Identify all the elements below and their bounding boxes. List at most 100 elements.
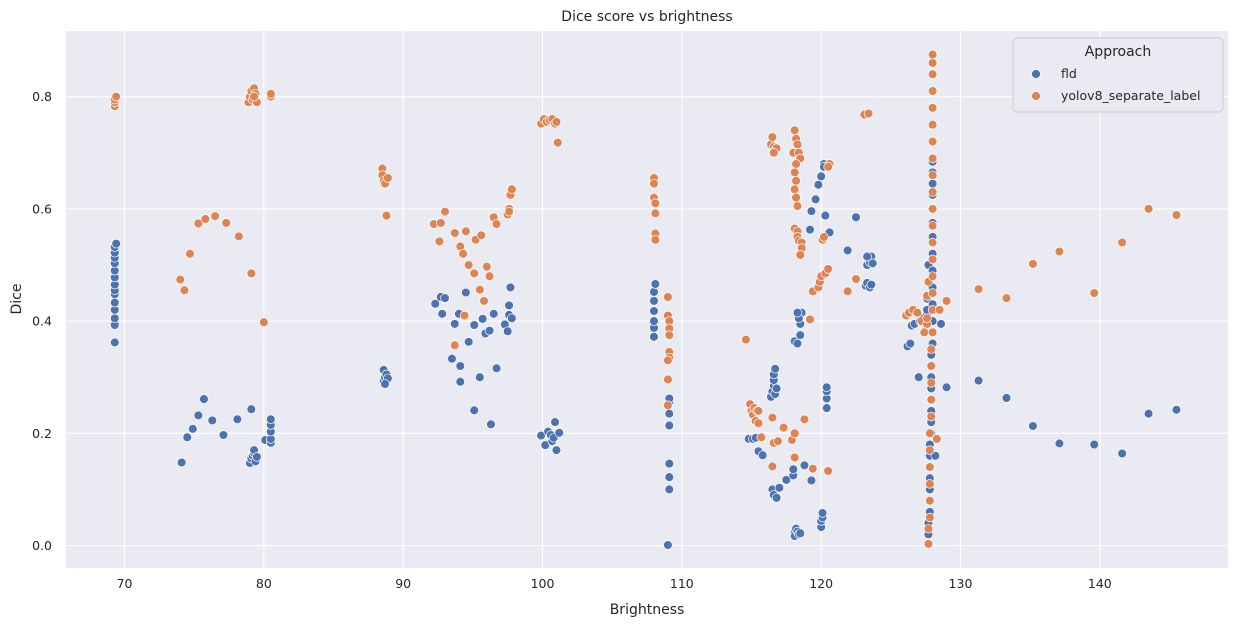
scatter-point bbox=[484, 325, 495, 336]
scatter-point bbox=[663, 374, 673, 385]
scatter-point bbox=[1089, 288, 1099, 298]
legend-box bbox=[1012, 37, 1224, 113]
scatter-point bbox=[383, 173, 393, 183]
legend-entry-yolov8: yolov8_separate_label bbox=[1061, 88, 1200, 103]
legend-marker-fld bbox=[1031, 69, 1041, 79]
scatter-point bbox=[927, 327, 938, 338]
scatter-point bbox=[266, 414, 276, 425]
scatter-point bbox=[449, 319, 460, 329]
scatter-point bbox=[851, 274, 861, 284]
y-tick-label: 0.4 bbox=[32, 314, 52, 329]
scatter-point bbox=[927, 220, 938, 231]
scatter-point bbox=[649, 287, 659, 297]
scatter-point bbox=[819, 232, 829, 242]
scatter-point bbox=[925, 428, 935, 439]
scatter-point bbox=[504, 206, 514, 217]
legend: Approach fld yolov8_separate_label bbox=[1012, 37, 1224, 113]
scatter-point bbox=[817, 508, 828, 518]
scatter-point bbox=[842, 286, 853, 297]
scatter-point bbox=[792, 338, 803, 349]
plot-area bbox=[66, 31, 1228, 568]
scatter-point bbox=[484, 271, 495, 281]
scatter-point bbox=[795, 250, 806, 260]
scatter-point bbox=[823, 162, 833, 172]
scatter-point bbox=[469, 405, 479, 416]
scatter-point bbox=[805, 314, 815, 325]
scatter-point bbox=[1054, 438, 1065, 449]
scatter-point bbox=[941, 382, 952, 393]
scatter-point bbox=[458, 249, 468, 259]
scatter-point bbox=[179, 285, 190, 295]
scatter-point bbox=[185, 249, 195, 259]
scatter-point bbox=[664, 420, 675, 431]
scatter-point bbox=[927, 153, 938, 164]
x-tick-label: 70 bbox=[117, 576, 133, 591]
series-fld bbox=[110, 156, 1182, 550]
scatter-point bbox=[927, 204, 938, 214]
y-tick-label: 0.2 bbox=[32, 426, 52, 441]
scatter-point bbox=[792, 307, 803, 318]
scatter-point bbox=[925, 512, 935, 523]
scatter-point bbox=[808, 463, 818, 474]
scatter-point bbox=[927, 119, 938, 130]
scatter-point bbox=[482, 261, 492, 272]
scatter-point bbox=[926, 361, 936, 371]
scatter-point bbox=[757, 450, 768, 460]
scatter-point bbox=[799, 414, 810, 425]
scatter-point bbox=[207, 415, 218, 426]
scatter-point bbox=[461, 226, 471, 237]
x-tick-labels: 70 80 90 100 110 120 130 140 bbox=[117, 576, 1112, 591]
scatter-point bbox=[110, 297, 120, 308]
scatter-point bbox=[663, 355, 673, 366]
scatter-point bbox=[795, 528, 806, 538]
scatter-point bbox=[792, 139, 803, 150]
y-tick-label: 0.0 bbox=[32, 538, 52, 553]
scatter-point bbox=[806, 475, 817, 486]
x-tick-label: 130 bbox=[949, 576, 973, 591]
scatter-point bbox=[788, 464, 799, 474]
scatter-point bbox=[210, 211, 220, 221]
scatter-point bbox=[664, 472, 675, 482]
scatter-point bbox=[927, 187, 938, 197]
scatter-point bbox=[821, 403, 832, 413]
scatter-point bbox=[756, 432, 766, 443]
legend-title: Approach bbox=[1085, 44, 1152, 60]
scatter-point bbox=[650, 234, 661, 245]
scatter-point bbox=[753, 418, 764, 428]
scatter-point bbox=[488, 309, 499, 319]
x-tick-label: 140 bbox=[1088, 576, 1112, 591]
scatter-point bbox=[650, 279, 661, 289]
scatter-point bbox=[789, 452, 800, 463]
series-yolov8-separate-label bbox=[110, 49, 1182, 549]
scatter-point bbox=[925, 445, 935, 455]
x-axis-label: Brightness bbox=[610, 602, 685, 618]
scatter-point bbox=[664, 408, 675, 419]
scatter-point bbox=[778, 422, 789, 433]
scatter-point bbox=[221, 218, 231, 228]
scatter-point bbox=[1054, 246, 1065, 257]
scatter-point bbox=[1171, 405, 1182, 415]
scatter-point bbox=[925, 495, 935, 506]
scatter-point bbox=[259, 317, 269, 327]
scatter-point bbox=[867, 258, 878, 269]
scatter-point bbox=[491, 219, 502, 229]
scatter-point bbox=[862, 251, 872, 262]
scatter-point bbox=[504, 300, 514, 311]
scatter-point bbox=[767, 412, 778, 423]
scatter-point bbox=[1028, 259, 1038, 269]
y-tick-labels: 0.0 0.2 0.4 0.6 0.8 bbox=[32, 89, 52, 553]
scatter-point bbox=[447, 353, 457, 364]
scatter-point bbox=[806, 206, 817, 216]
scatter-point bbox=[649, 332, 659, 342]
scatter-point bbox=[111, 91, 121, 102]
scatter-point bbox=[249, 91, 259, 102]
x-tick-label: 110 bbox=[670, 576, 694, 591]
scatter-point bbox=[461, 287, 471, 298]
scatter-point bbox=[789, 184, 800, 194]
scatter-point bbox=[664, 484, 675, 495]
scatter-point bbox=[820, 210, 831, 221]
scatter-point bbox=[507, 313, 517, 324]
scatter-point bbox=[926, 344, 936, 354]
scatter-point bbox=[774, 483, 785, 493]
